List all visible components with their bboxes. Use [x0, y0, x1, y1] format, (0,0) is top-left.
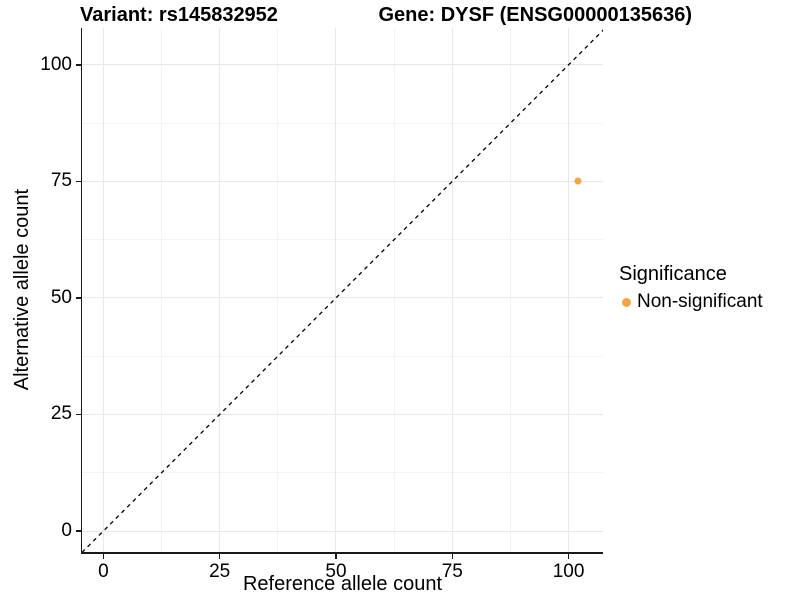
y-tick-label: 100 [40, 53, 72, 75]
grid-major-h [82, 413, 603, 415]
grid-minor-h [82, 239, 603, 241]
legend-item: Non-significant [619, 291, 763, 313]
grid-major-v [102, 28, 104, 552]
plot-title: Variant: rs145832952 Gene: DYSF (ENSG000… [80, 4, 692, 27]
grid-major-v [568, 28, 570, 552]
x-tick-label: 75 [441, 561, 463, 582]
legend-point-icon [622, 297, 631, 307]
x-axis-title: Reference allele count [242, 573, 442, 595]
y-tick-mark [75, 297, 81, 299]
x-tick-mark [335, 553, 337, 559]
y-tick-label: 0 [61, 520, 72, 542]
grid-minor-v [161, 28, 163, 552]
y-tick-label: 50 [50, 286, 72, 308]
x-tick-mark [567, 553, 570, 559]
grid-minor-v [509, 28, 511, 552]
x-tick-label: 25 [209, 561, 231, 582]
y-tick-mark [75, 413, 81, 416]
x-tick-label: 0 [98, 561, 109, 582]
y-tick-label: 25 [50, 403, 72, 425]
data-point [574, 177, 582, 185]
grid-minor-h [82, 472, 603, 474]
grid-major-v [451, 28, 453, 552]
grid-minor-h [82, 355, 603, 357]
identity-line [82, 29, 603, 552]
legend: Significance Non-significant [619, 263, 763, 313]
y-tick-mark [75, 530, 81, 532]
grid-major-h [82, 180, 603, 182]
x-tick-label: 100 [552, 561, 585, 582]
x-tick-mark [102, 553, 105, 559]
x-axis-line [80, 552, 603, 554]
legend-title: Significance [619, 263, 727, 285]
legend-item-label: Non-significant [637, 291, 763, 312]
grid-major-v [219, 28, 221, 552]
variant-title: Variant: rs145832952 [80, 4, 278, 26]
gene-title: Gene: DYSF (ENSG00000135636) [378, 4, 693, 26]
grid-minor-v [393, 28, 395, 552]
x-tick-label: 50 [325, 561, 347, 582]
grid-major-v [335, 28, 337, 552]
grid-major-h [82, 64, 603, 66]
y-axis-line [80, 28, 82, 554]
plot-panel [82, 28, 603, 552]
x-tick-mark [218, 553, 221, 559]
grid-major-h [82, 530, 603, 532]
x-tick-mark [451, 553, 454, 559]
y-tick-mark [75, 180, 81, 183]
y-tick-mark [75, 64, 81, 66]
grid-major-h [82, 297, 603, 299]
grid-minor-h [82, 122, 603, 124]
y-tick-label: 75 [50, 170, 72, 192]
grid-minor-v [277, 28, 279, 552]
